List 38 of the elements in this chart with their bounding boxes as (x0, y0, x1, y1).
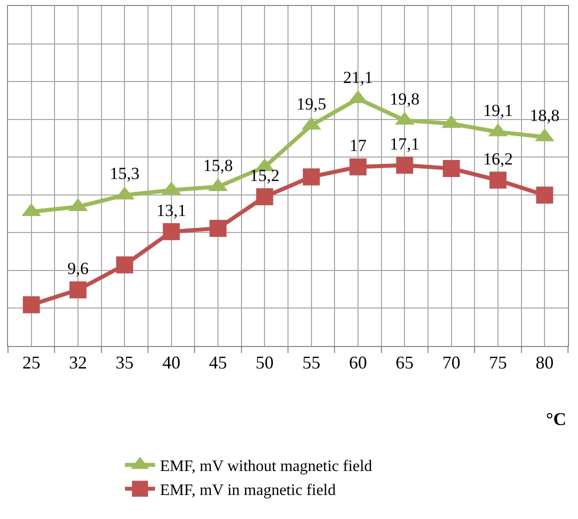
x-tick-label: 65 (396, 352, 414, 373)
data-label: 19,8 (390, 89, 420, 108)
data-label: 21,1 (343, 68, 373, 87)
x-tick-label: 32 (69, 352, 87, 373)
x-tick-label: 25 (22, 352, 40, 373)
point (490, 172, 506, 189)
data-label: 13,1 (156, 200, 186, 220)
point (22, 296, 40, 314)
point (256, 188, 274, 206)
x-axis-title: °C (546, 409, 566, 429)
data-label: 9,6 (67, 258, 89, 278)
data-label: 15,2 (250, 166, 280, 185)
x-tick-label: 55 (302, 352, 320, 373)
data-label: 17,1 (390, 134, 420, 154)
x-tick-label: 60 (349, 352, 367, 373)
legend-label: EMF, mV in magnetic field (160, 482, 336, 499)
point (210, 220, 226, 237)
point (162, 223, 180, 240)
x-tick-label: 80 (536, 352, 554, 373)
x-tick-label: 45 (209, 352, 227, 373)
x-tick-label: 35 (116, 352, 134, 373)
point (116, 256, 134, 274)
data-label: 17 (350, 136, 367, 155)
data-label: 19,5 (296, 94, 326, 114)
data-label: 18,8 (530, 106, 560, 126)
point (350, 158, 366, 176)
data-label: 15,3 (110, 164, 140, 184)
data-label: 19,1 (483, 101, 513, 120)
x-tick-label: 75 (489, 352, 507, 373)
x-tick-label: 50 (256, 352, 274, 373)
point (70, 281, 86, 298)
data-label: 16,2 (483, 149, 513, 168)
point (302, 168, 320, 186)
x-tick-label: 70 (442, 352, 460, 373)
point (536, 186, 554, 204)
data-label: 15,8 (203, 156, 233, 175)
legend-label: EMF, mV without magnetic field (160, 458, 372, 476)
x-tick-label: 40 (162, 352, 180, 373)
